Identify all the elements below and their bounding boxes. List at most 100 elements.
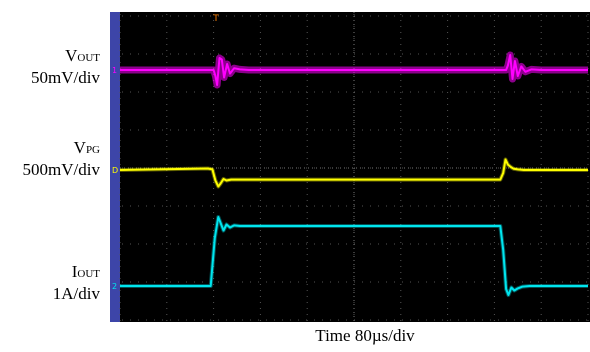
graticule <box>119 12 589 322</box>
grid-dot <box>306 290 308 291</box>
grid-dot <box>400 290 402 291</box>
grid-dot <box>410 15 411 17</box>
grid-dot <box>386 129 387 131</box>
grid-dot <box>586 205 587 207</box>
grid-dot <box>306 230 308 231</box>
grid-dot <box>306 248 308 249</box>
grid-dot <box>530 281 531 283</box>
grid-dot <box>338 91 339 93</box>
grid-dot <box>353 38 355 39</box>
grid-dot <box>506 319 507 321</box>
grid-dot <box>274 281 275 283</box>
grid-dot <box>540 290 542 291</box>
vout-name-sub: OUT <box>77 52 100 64</box>
grid-dot <box>242 319 243 321</box>
grid-dot <box>353 266 355 267</box>
grid-dot <box>370 281 371 283</box>
grid-dot <box>353 134 355 135</box>
grid-dot <box>122 319 123 321</box>
grid-dot <box>493 320 495 321</box>
grid-dot <box>122 167 123 169</box>
grid-dot <box>119 56 121 57</box>
grid-dot <box>234 281 235 283</box>
vpg-name-main: V <box>73 138 86 157</box>
vpg-channel-marker: D <box>112 166 118 175</box>
grid-dot <box>493 20 495 21</box>
grid-dot <box>298 129 299 131</box>
grid-dot <box>119 194 121 195</box>
grid-dot <box>178 167 179 169</box>
grid-dot <box>259 92 261 93</box>
grid-dot <box>119 206 121 207</box>
grid-dot <box>234 319 235 321</box>
grid-dot <box>578 129 579 131</box>
grid-dot <box>119 200 121 201</box>
grid-dot <box>290 243 291 245</box>
grid-dot <box>306 314 308 315</box>
grid-dot <box>587 104 589 105</box>
grid-dot <box>353 170 355 171</box>
grid-dot <box>493 284 495 285</box>
grid-dot <box>306 200 308 201</box>
grid-dot <box>234 91 235 93</box>
grid-dot <box>540 26 542 27</box>
grid-dot <box>587 314 589 315</box>
grid-dot <box>570 91 571 93</box>
grid-dot <box>400 56 402 57</box>
grid-dot <box>386 15 387 17</box>
grid-dot <box>418 243 419 245</box>
grid-dot <box>394 243 395 245</box>
grid-dot <box>170 167 171 169</box>
grid-dot <box>546 319 547 321</box>
grid-dot <box>298 53 299 55</box>
grid-dot <box>493 32 495 33</box>
grid-dot <box>306 320 308 321</box>
grid-dot <box>178 129 179 131</box>
grid-dot <box>146 129 147 131</box>
grid-dot <box>540 194 542 195</box>
grid-dot <box>218 53 219 55</box>
grid-dot <box>119 14 121 15</box>
grid-dot <box>130 167 131 169</box>
grid-dot <box>450 167 451 169</box>
grid-dot <box>540 254 542 255</box>
grid-dot <box>353 218 355 219</box>
grid-dot <box>259 218 261 219</box>
grid-dot <box>298 91 299 93</box>
grid-dot <box>540 104 542 105</box>
grid-dot <box>562 129 563 131</box>
grid-dot <box>466 91 467 93</box>
grid-dot <box>402 281 403 283</box>
grid-dot <box>586 243 587 245</box>
grid-dot <box>338 129 339 131</box>
grid-dot <box>353 74 355 75</box>
grid-dot <box>346 319 347 321</box>
grid-dot <box>166 272 168 273</box>
vout-name-main: V <box>65 46 78 65</box>
grid-dot <box>447 206 449 207</box>
grid-dot <box>210 15 211 17</box>
grid-dot <box>540 140 542 141</box>
grid-dot <box>242 205 243 207</box>
grid-dot <box>213 122 215 123</box>
grid-dot <box>514 319 515 321</box>
grid-dot <box>166 92 168 93</box>
grid-dot <box>447 212 449 213</box>
grid-dot <box>442 53 443 55</box>
grid-dot <box>166 170 168 171</box>
grid-dot <box>274 167 275 169</box>
grid-dot <box>274 15 275 17</box>
grid-dot <box>402 53 403 55</box>
grid-dot <box>570 15 571 17</box>
grid-dot <box>162 205 163 207</box>
grid-dot <box>506 167 507 169</box>
grid-dot <box>466 281 467 283</box>
grid-dot <box>338 319 339 321</box>
grid-dot <box>354 129 355 131</box>
grid-dot <box>119 62 121 63</box>
grid-dot <box>447 296 449 297</box>
grid-dot <box>259 290 261 291</box>
grid-dot <box>447 176 449 177</box>
grid-dot <box>540 44 542 45</box>
grid-dot <box>259 20 261 21</box>
